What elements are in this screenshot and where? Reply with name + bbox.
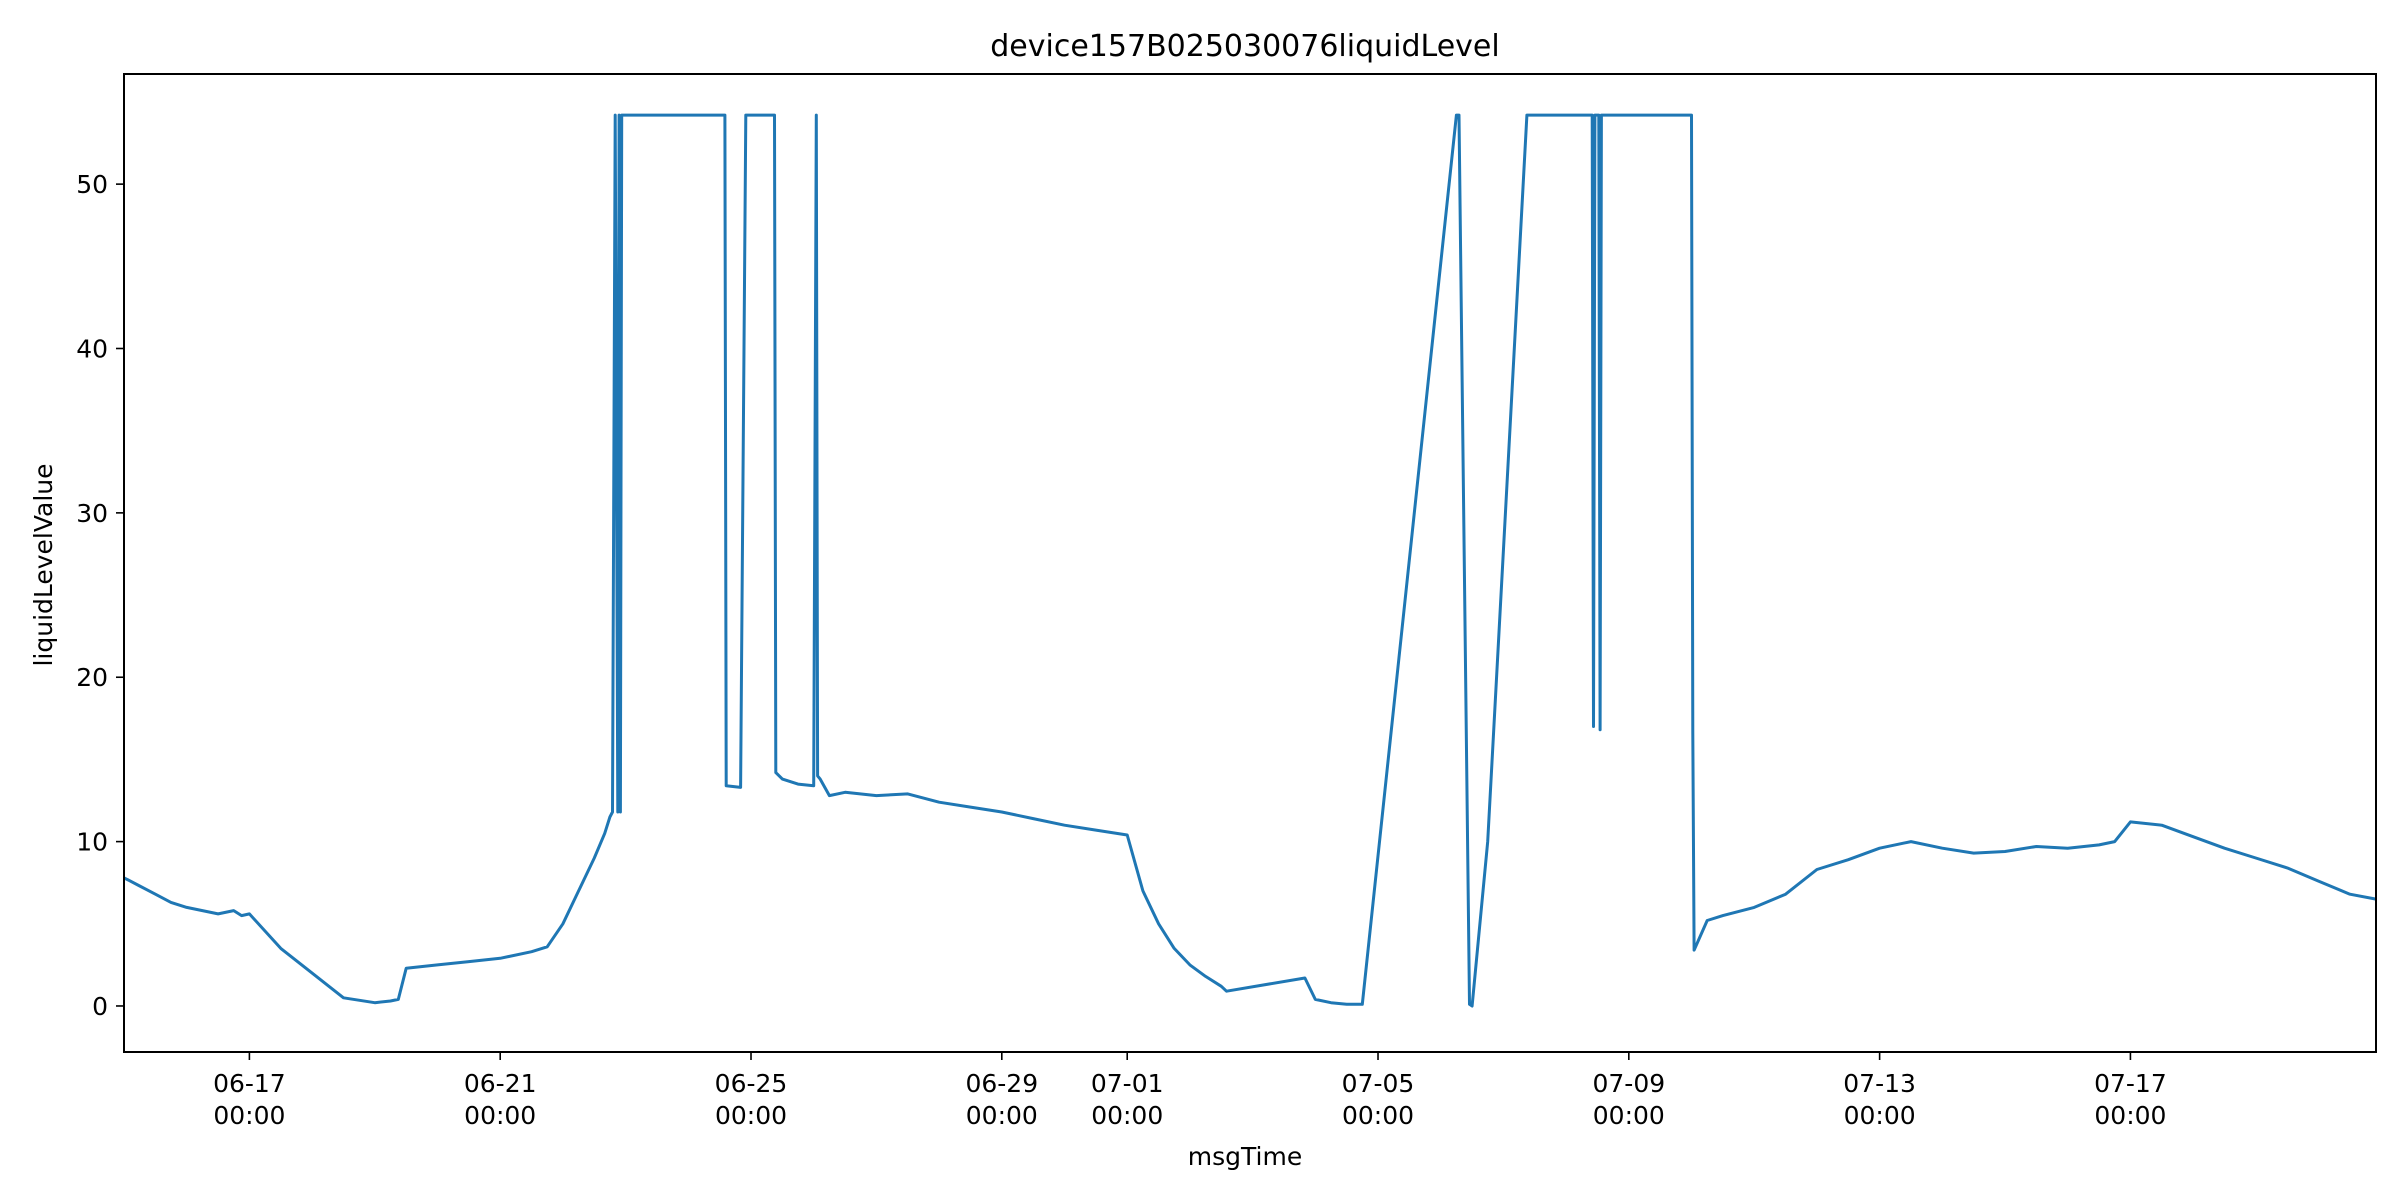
series-group — [123, 113, 2377, 1008]
y-tick-label: 30 — [76, 499, 108, 528]
x-tick-label: 07-13 00:00 — [1843, 1069, 1916, 1130]
chart-title: device157B025030076liquidLevel — [990, 29, 1499, 64]
y-tick-label: 40 — [76, 334, 108, 363]
x-tick-label: 06-21 00:00 — [464, 1069, 537, 1130]
y-tick-label: 10 — [76, 828, 108, 857]
x-tick-label: 06-29 00:00 — [965, 1069, 1038, 1130]
x-tick-label: 06-17 00:00 — [213, 1069, 286, 1130]
y-tick-label: 50 — [76, 170, 108, 199]
x-tick-label: 07-09 00:00 — [1592, 1069, 1665, 1130]
x-axis-ticks: 06-17 00:00 06-21 00:00 06-25 00:00 06-29 00:00… — [213, 1052, 2167, 1130]
y-axis-ticks: 0 10 20 30 40 50 — [76, 170, 124, 1021]
series-line — [123, 113, 2377, 1008]
y-axis-label: liquidLevelValue — [29, 463, 58, 666]
x-tick-label: 07-01 00:00 — [1091, 1069, 1164, 1130]
y-tick-label: 20 — [76, 663, 108, 692]
y-tick-label: 0 — [92, 992, 108, 1021]
plot-frame — [123, 73, 2377, 1053]
x-tick-label: 06-25 00:00 — [715, 1069, 788, 1130]
x-axis-label: msgTime — [1188, 1142, 1302, 1171]
x-tick-label: 07-05 00:00 — [1342, 1069, 1415, 1130]
x-tick-label: 07-17 00:00 — [2094, 1069, 2167, 1130]
